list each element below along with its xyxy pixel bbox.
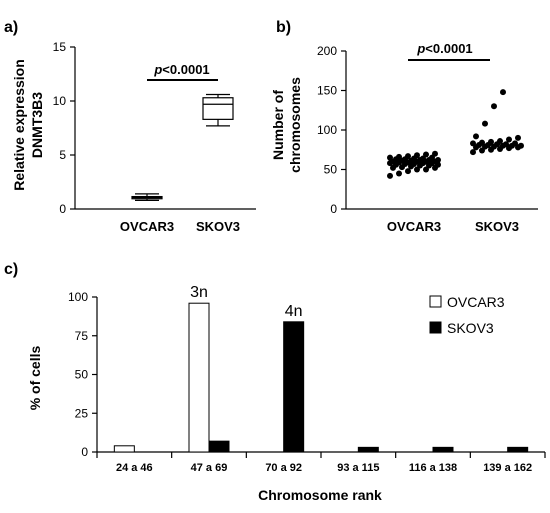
- panel-c-ylabel: % of cells: [27, 346, 43, 411]
- legend-swatch-ovcar3: [429, 295, 442, 308]
- bar-ovcar3-0: [113, 445, 135, 453]
- panel-b-ytick-label-1: 50: [324, 163, 338, 177]
- bar-skov3-3: [357, 446, 379, 453]
- scatter-point-ovcar3-36: [405, 153, 411, 160]
- panel-b-xcat-ovcar3: OVCAR3: [387, 219, 441, 234]
- panel-c-xlabel: Chromosome rank: [258, 487, 382, 503]
- panel-a-xcat-ovcar3: OVCAR3: [120, 219, 174, 234]
- scatter-point-skov3-22: [515, 134, 521, 141]
- scatter-point-skov3-0: [470, 149, 476, 156]
- panel-a-label: a): [4, 19, 18, 36]
- panel-c-xtick-label-1: 47 a 69: [191, 462, 228, 474]
- bar-ovcar3-1: [188, 302, 210, 453]
- panel-c-xtick-label-3: 93 a 115: [337, 462, 379, 474]
- panel-b-label: b): [276, 19, 291, 36]
- panel-c-ytick-label-1: 25: [75, 406, 89, 420]
- panel-c-label: c): [4, 261, 18, 278]
- annotation-3n: 3n: [190, 284, 208, 301]
- scatter-point-skov3-23: [473, 133, 479, 140]
- scatter-point-skov3-25: [491, 103, 497, 110]
- panel-c-xtick-label-5: 139 a 162: [483, 462, 532, 474]
- scatter-point-skov3-20: [497, 138, 503, 145]
- panel-a-ytick-label-0: 0: [59, 202, 66, 216]
- scatter-point-skov3-19: [488, 138, 494, 145]
- panel-c-bar-chart: c) % of cells Chromosome rank OVCAR3 SKO…: [4, 261, 546, 503]
- legend-swatch-skov3: [429, 321, 442, 334]
- panel-a-boxplot: a) Relative expression DNMT3B3 p<0.0001 …: [4, 19, 256, 234]
- legend-label-skov3: SKOV3: [447, 320, 494, 336]
- scatter-point-ovcar3-39: [432, 150, 438, 157]
- scatter-point-ovcar3-37: [414, 152, 420, 159]
- scatter-point-ovcar3-1: [396, 170, 402, 177]
- bar-skov3-4: [432, 446, 454, 453]
- panel-b-xcat-skov3: SKOV3: [475, 219, 519, 234]
- panel-a-ytick-label-1: 5: [59, 148, 66, 162]
- scatter-point-ovcar3-35: [396, 153, 402, 160]
- panel-b-ylabel-line2: chromosomes: [287, 77, 303, 173]
- panel-a-ytick-label-3: 15: [53, 40, 67, 54]
- panel-b-ylabel-line1: Number of: [270, 90, 286, 160]
- panel-c-xtick-label-4: 116 a 138: [409, 462, 457, 474]
- panel-b-ytick-label-2: 100: [317, 123, 337, 137]
- bar-skov3-1: [208, 440, 230, 453]
- panel-c-xtick-label-0: 24 a 46: [116, 462, 153, 474]
- panel-c-ytick-label-0: 0: [81, 445, 88, 459]
- scatter-point-skov3-21: [506, 136, 512, 143]
- panel-c-legend: OVCAR3 SKOV3: [429, 294, 505, 336]
- bar-skov3-5: [507, 446, 529, 453]
- panel-b-scatter: b) Number of chromosomes p<0.0001 OVCAR3…: [270, 19, 538, 234]
- scatter-point-skov3-18: [479, 139, 485, 146]
- scatter-point-ovcar3-0: [387, 172, 393, 179]
- panel-a-ylabel-line1: Relative expression: [11, 59, 27, 191]
- panel-b-ytick-label-4: 200: [317, 44, 337, 58]
- scatter-point-ovcar3-2: [405, 168, 411, 175]
- panel-c-ytick-label-4: 100: [68, 290, 88, 304]
- box-1: [202, 97, 234, 120]
- bar-skov3-2: [283, 321, 305, 453]
- legend-label-ovcar3: OVCAR3: [447, 294, 505, 310]
- annotation-4n: 4n: [285, 303, 303, 320]
- scatter-point-skov3-24: [482, 120, 488, 127]
- panel-b-significance: p<0.0001: [416, 41, 472, 56]
- scatter-point-ovcar3-38: [423, 151, 429, 158]
- scatter-point-skov3-11: [518, 142, 524, 149]
- panel-c-ytick-label-2: 50: [75, 368, 89, 382]
- panel-c-xtick-label-2: 70 a 92: [265, 462, 302, 474]
- panel-b-ytick-label-3: 150: [317, 84, 337, 98]
- panel-a-xcat-skov3: SKOV3: [196, 219, 240, 234]
- panel-a-ylabel-line2: DNMT3B3: [29, 92, 45, 158]
- panel-a-ytick-label-2: 10: [53, 94, 67, 108]
- panel-a-significance: p<0.0001: [153, 62, 209, 77]
- panel-c-ytick-label-3: 75: [75, 329, 89, 343]
- panel-b-ytick-label-0: 0: [330, 202, 337, 216]
- scatter-point-skov3-26: [500, 89, 506, 96]
- scatter-point-ovcar3-34: [387, 154, 393, 161]
